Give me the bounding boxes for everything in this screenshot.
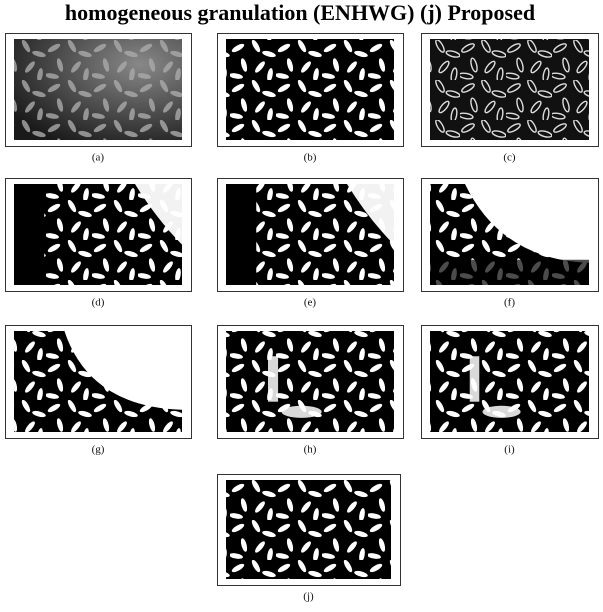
panel-label: (a) <box>92 152 105 164</box>
panel: (e) <box>218 179 404 309</box>
panel-image-grains <box>14 39 182 140</box>
white-streak <box>482 406 520 418</box>
panel-label: (j) <box>303 591 314 603</box>
panel: (h) <box>218 326 404 456</box>
white-streak <box>281 406 321 418</box>
panel: (c) <box>422 34 599 164</box>
panel-label: (c) <box>503 152 516 164</box>
panel-label: (f) <box>504 297 515 309</box>
white-streak <box>268 356 278 401</box>
white-streak <box>470 356 480 401</box>
panel-label: (i) <box>504 444 515 456</box>
dark-region <box>430 260 589 285</box>
dark-region <box>226 184 256 285</box>
panel-image <box>226 39 394 140</box>
panel-label: (e) <box>304 297 317 309</box>
panel-image <box>226 480 391 579</box>
panel-label: (g) <box>92 444 105 456</box>
panel: (a) <box>6 34 192 164</box>
panel-image <box>430 39 589 140</box>
panel-label: (d) <box>92 297 105 309</box>
figure: homogeneous granulation (ENHWG) (j) Prop… <box>0 0 603 612</box>
dark-region <box>14 184 44 285</box>
panel: (d) <box>6 179 192 309</box>
panel: (j) <box>218 475 401 603</box>
panel: (f) <box>422 179 599 309</box>
panel-label: (b) <box>304 152 317 164</box>
panel: (i) <box>422 326 599 456</box>
panel-label: (h) <box>304 444 317 456</box>
panel: (b) <box>218 34 404 164</box>
figure-title: homogeneous granulation (ENHWG) (j) Prop… <box>65 0 535 25</box>
panel: (g) <box>6 326 192 456</box>
